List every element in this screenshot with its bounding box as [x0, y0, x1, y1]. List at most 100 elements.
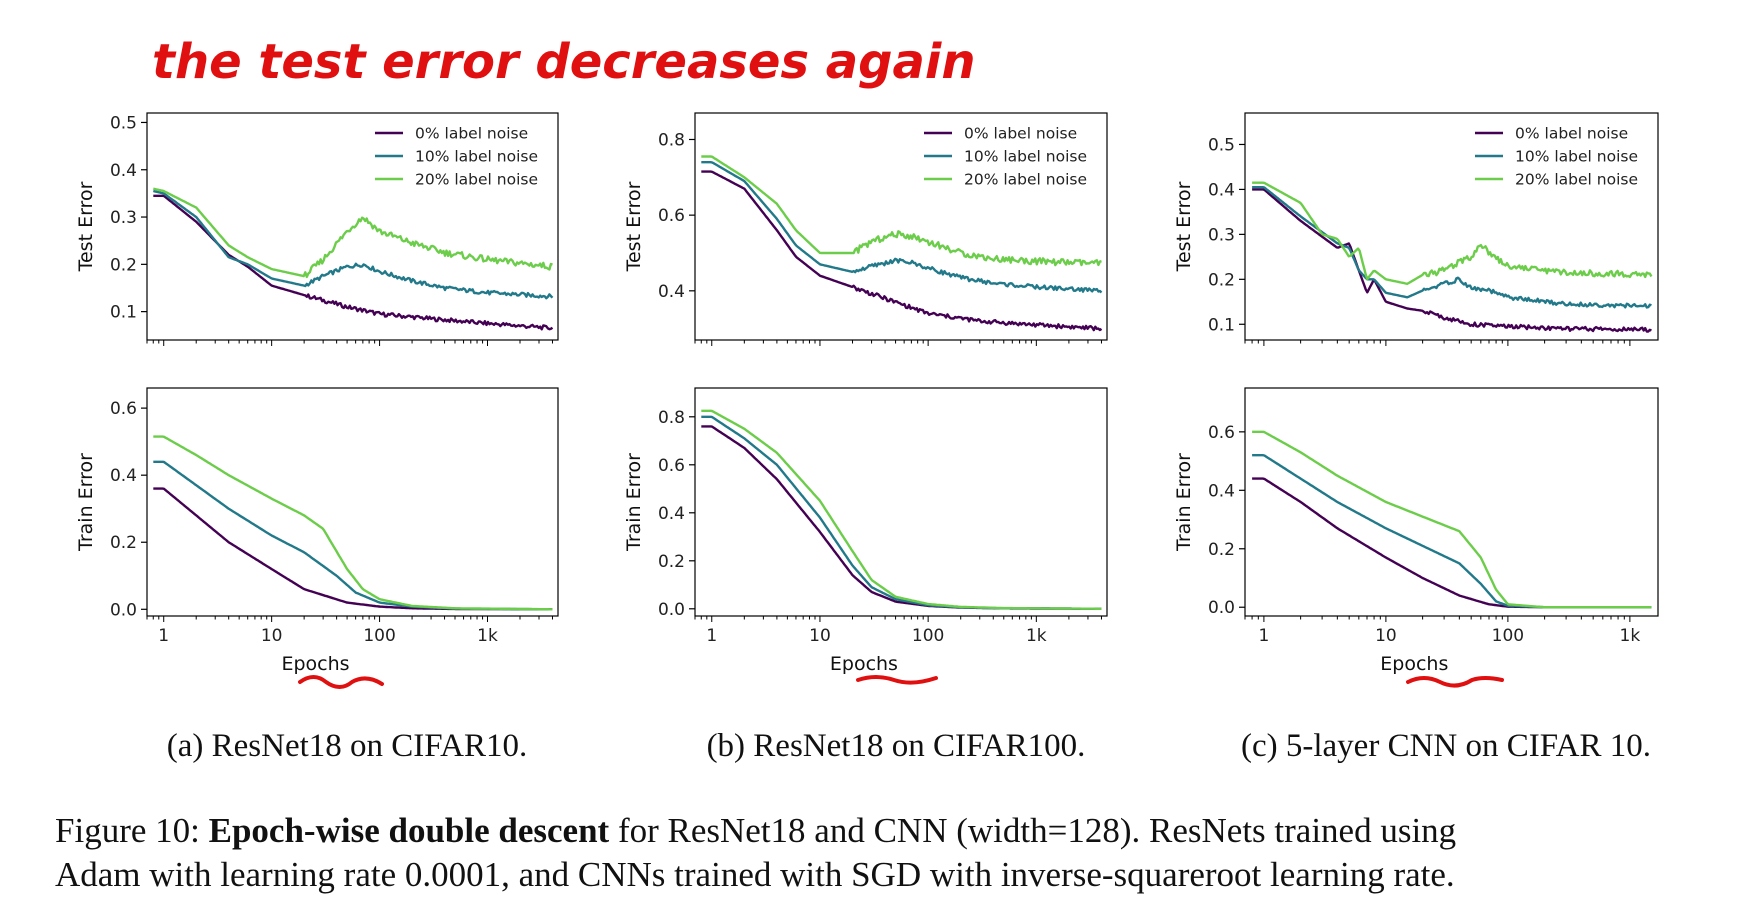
series-line-c-test-2 [1252, 181, 1653, 285]
series-line-a-train-2 [153, 435, 553, 611]
ytick-label-b-test-1: 0.6 [658, 206, 685, 226]
caption-prefix: Figure 10: [55, 811, 209, 850]
figure-caption-line1: Figure 10: Epoch-wise double descent for… [55, 811, 1456, 850]
ytick-label-a-test-1: 0.2 [110, 255, 137, 275]
ylabel-c-train: Train Error [1173, 453, 1195, 552]
series-line-a-train-1 [153, 460, 553, 611]
chart-c-train: 0.0 0.2 0.4 0.6 1 10 100 1k Epochs Train Error [1173, 387, 1659, 675]
xlabel-a-train: Epochs [281, 653, 349, 675]
xtick-label-b-train-3: 1k [1026, 626, 1047, 646]
legend-label-c-test-0: 0% label noise [1515, 125, 1628, 143]
ytick-label-c-test-0: 0.1 [1208, 315, 1235, 335]
red-underline-a [298, 675, 384, 689]
legend-c-test: 0% label noise 10% label noise 20% label n… [1475, 125, 1638, 189]
ytick-label-c-train-0: 0.0 [1208, 598, 1235, 618]
ylabel-c-test: Test Error [1173, 181, 1195, 272]
xtick-label-c-train-2: 100 [1492, 626, 1524, 646]
ytick-label-c-train-1: 0.2 [1208, 540, 1235, 560]
ytick-label-a-train-3: 0.6 [110, 399, 137, 419]
subcaption-b: (b) ResNet18 on CIFAR100. [707, 728, 1086, 764]
chart-b-test: 0.4 0.6 0.8 Test Error 0% label noise 10% lab… [623, 112, 1108, 346]
legend-label-a-test-1: 10% label noise [415, 148, 538, 166]
series-line-c-train-1 [1252, 454, 1652, 609]
series-line-c-test-1 [1252, 185, 1652, 309]
series-line-b-test-0 [701, 170, 1103, 332]
ytick-label-a-test-4: 0.5 [110, 113, 137, 133]
series-line-c-train-0 [1252, 477, 1652, 609]
ytick-label-c-test-1: 0.2 [1208, 270, 1235, 290]
caption-rest: for ResNet18 and CNN (width=128). ResNet… [609, 811, 1456, 850]
handwritten-annotation: the test error decreases again [152, 34, 976, 90]
xtick-label-c-train-1: 10 [1375, 626, 1397, 646]
series-line-c-test-0 [1252, 188, 1652, 333]
legend-label-a-test-0: 0% label noise [415, 125, 528, 143]
legend-label-c-test-1: 10% label noise [1515, 148, 1638, 166]
ytick-label-b-train-4: 0.8 [658, 408, 685, 428]
xtick-label-a-train-2: 100 [363, 626, 395, 646]
ylabel-b-test: Test Error [623, 181, 645, 272]
series-line-c-train-2 [1252, 430, 1652, 609]
caption-bold: Epoch-wise double descent [209, 811, 610, 850]
ytick-label-b-train-0: 0.0 [658, 600, 685, 620]
xtick-label-b-train-0: 1 [706, 626, 717, 646]
ylabel-b-train: Train Error [623, 453, 645, 552]
axes-frame-a-test [146, 112, 559, 341]
legend-label-b-test-1: 10% label noise [964, 148, 1087, 166]
axes-frame-b-test [694, 112, 1108, 341]
ylabel-a-train: Train Error [75, 453, 97, 552]
xtick-label-b-train-2: 100 [912, 626, 944, 646]
ytick-label-b-train-3: 0.6 [658, 456, 685, 476]
legend-label-a-test-2: 20% label noise [415, 171, 538, 189]
subcaption-a: (a) ResNet18 on CIFAR10. [167, 728, 528, 764]
ytick-label-b-train-1: 0.2 [658, 552, 685, 572]
legend-b-test: 0% label noise 10% label noise 20% label n… [924, 125, 1087, 189]
series-line-b-test-1 [701, 160, 1103, 294]
ytick-label-a-train-2: 0.4 [110, 466, 137, 486]
subcaption-c: (c) 5-layer CNN on CIFAR 10. [1241, 728, 1651, 764]
ytick-label-b-train-2: 0.4 [658, 504, 685, 524]
xtick-label-c-train-0: 1 [1258, 626, 1269, 646]
ytick-label-c-test-2: 0.3 [1208, 225, 1235, 245]
red-underline-b [856, 675, 938, 685]
plot-grid: 0.1 0.2 0.3 0.4 0.5 Test Error 0% label noise 1… [75, 112, 1659, 675]
xlabel-c-train: Epochs [1380, 653, 1448, 675]
xtick-label-a-train-1: 10 [261, 626, 283, 646]
chart-b-train: 0.0 0.2 0.4 0.6 0.8 1 10 100 1k Epochs Train Error [623, 387, 1108, 675]
ytick-label-a-test-3: 0.4 [110, 161, 137, 181]
axes-frame-c-test [1244, 112, 1659, 341]
ytick-label-a-test-2: 0.3 [110, 208, 137, 228]
xtick-label-a-train-0: 1 [158, 626, 169, 646]
series-line-b-test-2 [701, 155, 1102, 267]
ytick-label-a-test-0: 0.1 [110, 303, 137, 323]
red-underline-c [1406, 676, 1504, 688]
xtick-label-b-train-1: 10 [809, 626, 831, 646]
figure-caption-line2: Adam with learning rate 0.0001, and CNNs… [55, 855, 1455, 894]
legend-label-b-test-0: 0% label noise [964, 125, 1077, 143]
ytick-label-a-train-1: 0.2 [110, 533, 137, 553]
series-line-a-test-1 [152, 189, 554, 300]
ytick-label-b-test-2: 0.8 [658, 130, 685, 150]
axes-frame-b-train [694, 387, 1108, 617]
ylabel-a-test: Test Error [75, 181, 97, 272]
series-line-b-train-1 [701, 415, 1102, 610]
ytick-label-a-train-0: 0.0 [110, 600, 137, 620]
ytick-label-b-test-0: 0.4 [658, 282, 685, 302]
series-line-b-train-2 [701, 409, 1102, 610]
legend-label-b-test-2: 20% label noise [964, 171, 1087, 189]
ytick-label-c-train-3: 0.6 [1208, 423, 1235, 443]
xtick-label-c-train-3: 1k [1620, 626, 1641, 646]
xlabel-b-train: Epochs [830, 653, 898, 675]
ytick-label-c-test-4: 0.5 [1208, 135, 1235, 155]
ytick-label-c-train-2: 0.4 [1208, 481, 1235, 501]
series-line-a-test-2 [153, 187, 553, 279]
legend-a-test: 0% label noise 10% label noise 20% label n… [375, 125, 538, 189]
xtick-label-a-train-3: 1k [477, 626, 498, 646]
chart-a-test: 0.1 0.2 0.3 0.4 0.5 Test Error 0% label noise 1… [75, 112, 559, 346]
series-line-a-test-0 [153, 194, 554, 331]
legend-label-c-test-2: 20% label noise [1515, 171, 1638, 189]
chart-c-test: 0.1 0.2 0.3 0.4 0.5 Test Error 0% label noise 1… [1173, 112, 1659, 346]
chart-a-train: 0.0 0.2 0.4 0.6 1 10 100 1k Epochs Train Error [75, 387, 559, 675]
axes-frame-a-train [146, 387, 559, 617]
ytick-label-c-test-3: 0.4 [1208, 180, 1235, 200]
